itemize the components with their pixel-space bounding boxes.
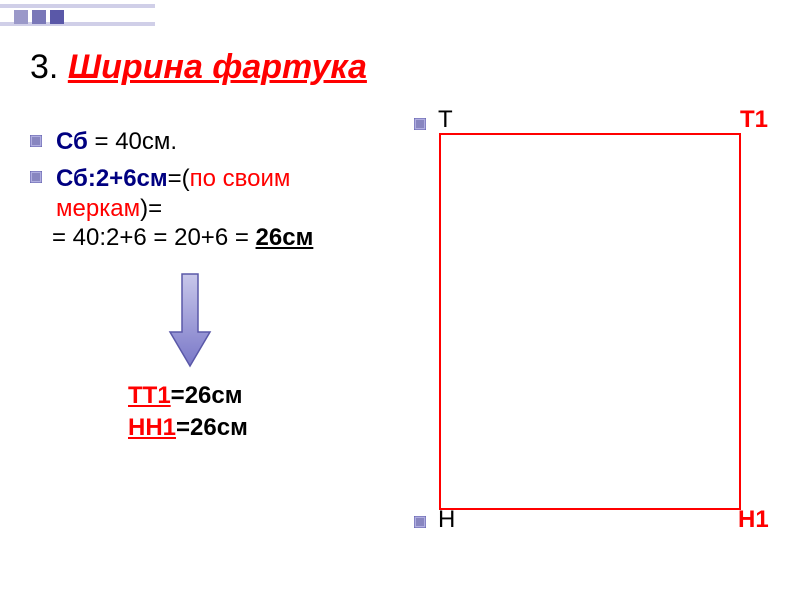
decor-bar	[0, 4, 155, 8]
left-column: Сб = 40см. Сб:2+6см=(по своим меркам)=	[30, 128, 400, 232]
calc-result: 26см	[256, 224, 314, 251]
label-formula: Сб:2+6см	[56, 165, 168, 192]
result-value: =26см	[176, 414, 248, 441]
decor-square	[32, 10, 46, 24]
bullet-icon	[414, 516, 426, 528]
result-label: НН1	[128, 414, 176, 441]
slide-decor	[0, 0, 180, 40]
result-label: ТТ1	[128, 382, 171, 409]
label-sb: Сб	[56, 128, 88, 155]
result-line: НН1=26см	[128, 414, 248, 442]
corner-label-tr: Т1	[740, 106, 768, 134]
eq-open: =(	[168, 165, 190, 192]
result-line: ТТ1=26см	[128, 382, 248, 410]
title-number: 3.	[30, 48, 68, 86]
bullet-text: Сб = 40см.	[56, 128, 177, 156]
bullet-item: Сб = 40см.	[30, 128, 400, 156]
slide-title: 3. Ширина фартука	[30, 48, 367, 87]
diagram-rectangle	[438, 132, 742, 511]
bullet-text: Сб:2+6см=(по своим меркам)=	[56, 164, 400, 224]
bullet-icon	[30, 171, 42, 183]
calculation: = 40:2+6 = 20+6 = 26см	[52, 224, 313, 252]
line1-rest: = 40см.	[88, 128, 177, 155]
result-value: =26см	[171, 382, 243, 409]
bullet-icon	[414, 118, 426, 130]
calc-prefix: = 40:2+6 = 20+6 =	[52, 224, 256, 251]
corner-label-tl: Т	[438, 106, 453, 134]
bullet-icon	[30, 135, 42, 147]
title-text: Ширина фартука	[68, 48, 367, 86]
arrow-down-icon	[166, 270, 214, 370]
corner-label-br: Н1	[738, 506, 769, 534]
results-block: ТТ1=26см НН1=26см	[128, 382, 248, 446]
decor-square	[50, 10, 64, 24]
eq-close: )=	[140, 195, 162, 222]
decor-square	[14, 10, 28, 24]
bullet-item: Сб:2+6см=(по своим меркам)=	[30, 164, 400, 224]
